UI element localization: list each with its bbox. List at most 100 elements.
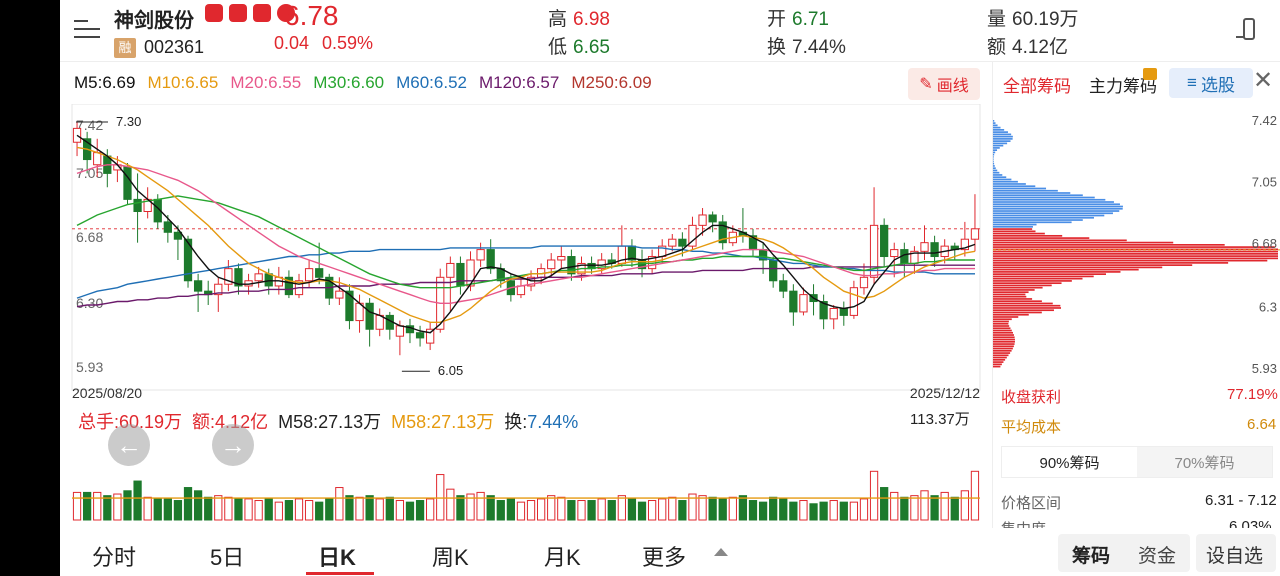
nav-active-underline — [306, 572, 374, 575]
tab-main-chips[interactable]: 主力筹码 — [1089, 77, 1157, 96]
chips-button[interactable] — [1058, 534, 1190, 572]
volume-bar — [880, 487, 889, 521]
favorite-button-label[interactable]: 设自选 — [1206, 546, 1264, 567]
landscape-icon[interactable] — [1236, 16, 1262, 46]
volume-amount: 额:4.12亿 — [192, 412, 269, 432]
chip-bar — [993, 192, 1071, 194]
chip-bar — [993, 273, 1107, 275]
nav-monthly-k[interactable]: 月K — [544, 545, 581, 570]
tab-all-chips[interactable]: 全部筹码 — [1003, 77, 1071, 96]
list-icon: ≡ — [1187, 73, 1197, 92]
nav-intraday[interactable]: 分时 — [92, 545, 137, 570]
avg-cost-value: 6.64 — [1247, 416, 1277, 433]
volume-bar — [173, 500, 183, 521]
volume-bar — [728, 496, 737, 521]
funds-button-label[interactable]: 资金 — [1138, 546, 1177, 567]
volume-bar — [769, 496, 778, 521]
candle-body — [668, 238, 677, 247]
chip-bar — [993, 244, 1225, 246]
nav-more[interactable]: 更多 — [642, 545, 687, 570]
select-stock-button[interactable]: ≡ 选股 — [1169, 68, 1253, 98]
chip-bar — [993, 180, 1018, 183]
chip-bar — [993, 318, 1012, 321]
volume-bar — [103, 495, 112, 521]
chip-bar — [993, 165, 995, 167]
chip-distribution-chart: 7.42 7.05 6.68 6.3 5.93 — [993, 113, 1280, 376]
candlestick-chart[interactable]: 7.42 7.05 6.68 6.30 5.93 7.30 6.05 2025/08/20 20… — [60, 104, 990, 404]
chip-bar — [993, 201, 1114, 203]
volume-bar — [557, 496, 566, 521]
caret-up-icon[interactable] — [714, 548, 728, 556]
close-icon[interactable]: ✕ — [1253, 67, 1274, 94]
chip-bar — [993, 268, 1139, 271]
chip-bar — [993, 282, 1062, 285]
low-mark-label: 6.05 — [438, 363, 463, 378]
volume-bar — [526, 500, 536, 521]
chip-bar — [993, 198, 1106, 201]
chip-bar — [993, 210, 1120, 212]
chip-y-tick: 7.05 — [1252, 175, 1277, 190]
y-tick-label: 7.42 — [76, 117, 103, 133]
draw-line-button[interactable]: ✎ 画线 — [908, 68, 980, 100]
ma-label-1: M10:6.65 — [147, 73, 219, 92]
range-value: 6.31 - 7.12 — [1205, 492, 1277, 509]
volume-bar — [688, 493, 697, 521]
seg-70[interactable]: 70%筹码 — [1137, 447, 1272, 477]
chip-bar — [993, 131, 1008, 133]
chip-bar — [993, 271, 1121, 273]
chip-bar — [993, 347, 1013, 350]
chip-bar — [993, 239, 1127, 242]
profit-label: 收盘获利 — [1001, 389, 1062, 406]
chip-bar — [993, 293, 1026, 296]
nav-weekly-k[interactable]: 周K — [432, 545, 469, 570]
chip-bar — [993, 149, 998, 151]
chip-y-tick: 6.68 — [1252, 236, 1277, 251]
chip-bar — [993, 230, 1036, 233]
chip-bar — [993, 309, 1054, 312]
chip-bar — [993, 280, 1072, 282]
volume-bar — [123, 490, 132, 521]
nav-daily-k[interactable]: 日K — [318, 545, 356, 570]
volume-bar — [415, 500, 425, 521]
chip-bar — [993, 257, 1278, 260]
seg-90[interactable]: 90%筹码 — [1002, 447, 1137, 477]
chip-bar — [993, 223, 1037, 226]
ma-line-ma10 — [76, 146, 976, 324]
menu-icon[interactable] — [74, 18, 102, 42]
nav-5day[interactable]: 5日 — [210, 545, 245, 570]
scroll-right-button[interactable]: → — [212, 424, 254, 466]
x-start-label: 2025/08/20 — [72, 385, 142, 401]
volume-bar — [678, 500, 687, 521]
chip-bar — [993, 187, 1047, 190]
chip-bar — [993, 153, 995, 156]
volume-bar — [839, 501, 848, 521]
chips-button-label[interactable]: 筹码 — [1072, 546, 1111, 567]
chip-bar — [993, 237, 1090, 239]
chip-bar — [993, 228, 1033, 230]
volume-bar — [890, 491, 899, 521]
volume-bar — [365, 495, 374, 521]
candle-body — [678, 238, 687, 247]
volume-bar — [698, 495, 707, 521]
ma-label-5: M120:6.57 — [479, 73, 560, 92]
chip-bar — [993, 289, 1035, 291]
quote-header: 神剑股份 6.78 融 002361 0.04 0.59% 高 6.98 低 6.6… — [60, 0, 1280, 62]
amount-stat: 额 4.12亿 — [987, 37, 1068, 58]
volume-bar — [315, 501, 324, 521]
chip-bar — [993, 234, 1063, 237]
chip-bar — [993, 349, 1012, 352]
high-stat: 高 6.98 — [548, 9, 610, 30]
ma-label-4: M60:6.52 — [396, 73, 467, 92]
volume-bar — [456, 495, 465, 521]
scroll-left-button[interactable]: ← — [108, 424, 150, 466]
candle-body — [789, 290, 798, 313]
chip-bar — [993, 151, 996, 154]
candle-body — [557, 256, 566, 261]
chip-bar — [993, 345, 1014, 348]
chip-segment: 90%筹码 70%筹码 — [1001, 446, 1273, 478]
favorite-button[interactable] — [1196, 534, 1276, 572]
candle-body — [395, 325, 405, 337]
chip-y-tick: 7.42 — [1252, 113, 1277, 128]
chip-bar — [993, 183, 1026, 185]
candle-body — [123, 165, 132, 200]
